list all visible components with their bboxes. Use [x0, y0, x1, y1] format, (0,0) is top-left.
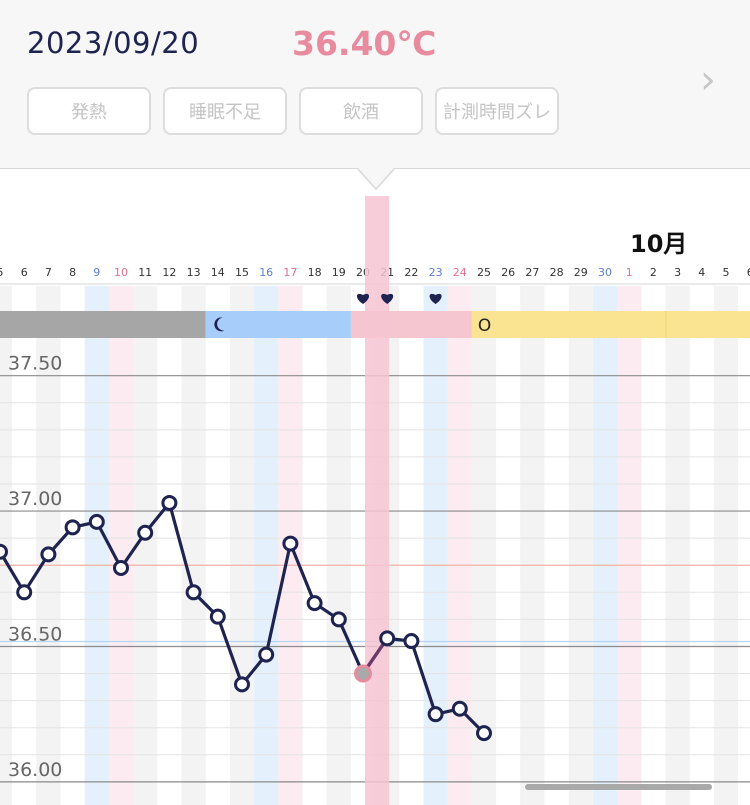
horizontal-scrollbar[interactable]: [525, 784, 712, 790]
day-column-stripe: [713, 286, 739, 805]
day-label[interactable]: 5: [723, 266, 730, 279]
temperature-point[interactable]: [234, 676, 250, 693]
day-label[interactable]: 30: [598, 266, 612, 279]
day-label[interactable]: 26: [501, 266, 515, 279]
day-column-stripe: [229, 286, 255, 805]
day-column-stripe: [326, 286, 351, 805]
temperature-point-selected[interactable]: [354, 664, 372, 683]
phase-luteal[interactable]: [471, 311, 750, 338]
selected-day-highlight: [365, 196, 390, 805]
day-label[interactable]: 14: [211, 266, 225, 279]
temperature-point[interactable]: [427, 706, 444, 723]
day-label[interactable]: 9: [93, 266, 100, 279]
day-label[interactable]: 5: [0, 266, 4, 279]
day-label[interactable]: 13: [187, 266, 201, 279]
heart-icon[interactable]: [356, 293, 370, 304]
temperature-point[interactable]: [0, 543, 8, 560]
y-tick-label: 36.00: [8, 759, 62, 781]
temperature-point[interactable]: [185, 584, 202, 601]
temperature-point[interactable]: [282, 535, 299, 552]
tag-drinking-button[interactable]: 飲酒: [299, 87, 423, 135]
temperature-point[interactable]: [64, 519, 81, 536]
y-tick-label: 37.00: [8, 488, 62, 510]
day-label[interactable]: 6: [747, 266, 750, 279]
temperature-value[interactable]: 36.40℃: [292, 24, 437, 63]
day-label[interactable]: 15: [235, 266, 249, 279]
day-label[interactable]: 8: [69, 266, 76, 279]
tag-sleep-deprivation-button[interactable]: 睡眠不足: [163, 87, 287, 135]
day-label[interactable]: 27: [525, 266, 539, 279]
day-column-stripe: [471, 286, 497, 805]
day-column-stripe: [520, 286, 545, 805]
y-tick-label: 37.50: [8, 353, 62, 375]
phase-follicular[interactable]: [205, 311, 351, 338]
sunday-column: [617, 286, 642, 805]
day-label[interactable]: 24: [453, 266, 467, 279]
temperature-point[interactable]: [330, 611, 347, 628]
saturday-column: [423, 286, 448, 805]
sunday-column: [108, 286, 134, 805]
moon-icon: [214, 317, 225, 332]
day-column-stripe: [665, 286, 690, 805]
sunday-column: [447, 286, 472, 805]
heart-icon[interactable]: [381, 293, 394, 304]
temperature-point[interactable]: [161, 494, 178, 511]
saturday-column: [592, 286, 618, 805]
day-label[interactable]: 2: [650, 266, 657, 279]
day-label[interactable]: 22: [404, 266, 418, 279]
day-label[interactable]: 23: [429, 266, 443, 279]
temperature-point[interactable]: [137, 524, 154, 541]
day-column-stripe: [0, 286, 13, 805]
temperature-point[interactable]: [40, 546, 57, 563]
day-label[interactable]: 6: [21, 266, 28, 279]
day-label[interactable]: 11: [138, 266, 152, 279]
temperature-point[interactable]: [451, 700, 468, 717]
temperature-point[interactable]: [113, 559, 129, 576]
saturday-column: [84, 286, 109, 805]
phase-menstruation[interactable]: [0, 311, 206, 338]
day-label[interactable]: 18: [308, 266, 322, 279]
day-label[interactable]: 3: [674, 266, 681, 279]
day-label[interactable]: 16: [259, 266, 273, 279]
temperature-point[interactable]: [88, 513, 105, 530]
temperature-point[interactable]: [16, 584, 33, 601]
y-tick-label: 36.50: [8, 623, 62, 645]
day-label[interactable]: 4: [698, 266, 705, 279]
chevron-right-icon[interactable]: ›: [700, 57, 716, 103]
temperature-point[interactable]: [258, 646, 275, 663]
record-date: 2023/09/20: [27, 26, 200, 60]
temperature-point[interactable]: [379, 630, 396, 647]
temperature-point[interactable]: [476, 725, 492, 742]
day-label[interactable]: 7: [45, 266, 52, 279]
day-column-stripe: [181, 286, 206, 805]
day-label[interactable]: 10: [114, 266, 128, 279]
day-label[interactable]: 29: [574, 266, 588, 279]
month-label: 10月: [630, 230, 688, 258]
day-label[interactable]: 25: [477, 266, 491, 279]
day-label[interactable]: 28: [550, 266, 564, 279]
day-label[interactable]: 17: [283, 266, 297, 279]
tag-measure-time-gap-button[interactable]: 計測時間ズレ: [435, 87, 559, 135]
record-header: 2023/09/20 36.40℃ › 発熱 睡眠不足 飲酒 計測時間ズレ: [0, 0, 750, 169]
day-label[interactable]: 1: [626, 266, 633, 279]
temperature-point[interactable]: [209, 608, 226, 625]
day-label[interactable]: 19: [332, 266, 346, 279]
saturday-column: [254, 286, 279, 805]
day-column-stripe: [568, 286, 593, 805]
o-marker: O: [478, 316, 491, 336]
heart-icon[interactable]: [429, 293, 442, 304]
day-label[interactable]: 12: [162, 266, 176, 279]
temperature-point[interactable]: [403, 633, 420, 650]
temperature-point[interactable]: [306, 595, 323, 612]
tag-fever-button[interactable]: 発熱: [27, 87, 151, 135]
